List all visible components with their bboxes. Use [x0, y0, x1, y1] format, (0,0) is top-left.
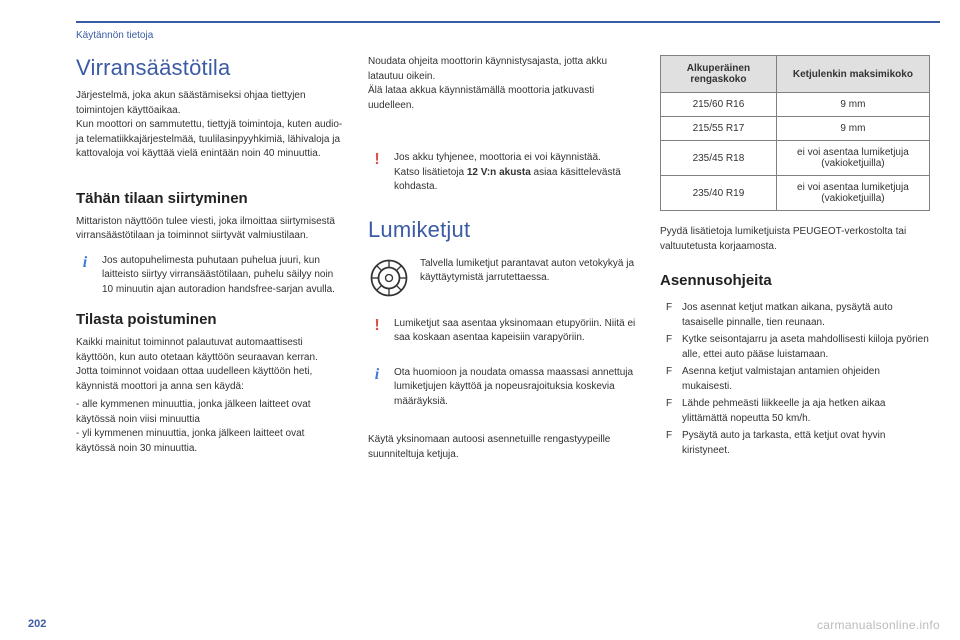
table-cell: ei voi asentaa lumiketjuja (vakioketjuil… — [776, 141, 929, 176]
warning-icon: ! — [368, 317, 386, 335]
column-2: Noudata ohjeita moottorin käynnistysajas… — [368, 55, 638, 620]
table-row: 215/55 R179 mm — [661, 117, 930, 141]
table-cell: ei voi asentaa lumiketjuja (vakioketjuil… — [776, 176, 929, 211]
body-use-designed-chains: Käytä yksinomaan autoosi asennetuille re… — [368, 433, 638, 462]
body-dealer-info: Pyydä lisätietoja lumiketjuista PEUGEOT-… — [660, 225, 930, 254]
body-power-saving-intro: Järjestelmä, joka akun säästämiseksi ohj… — [76, 89, 346, 162]
bullet-marker: F — [666, 429, 676, 458]
heading-exit-mode: Tilasta poistuminen — [76, 311, 346, 328]
warning-icon: ! — [368, 151, 386, 169]
snow-chain-row: Talvella lumiketjut parantavat auton vet… — [368, 257, 638, 299]
list-item: FJos asennat ketjut matkan aikana, pysäy… — [660, 301, 930, 330]
bullet-marker: F — [666, 333, 676, 362]
list-item: yli kymmenen minuuttia, jonka jälkeen la… — [76, 427, 346, 456]
callout-warn-battery-text: Jos akku tyhjenee, moottoria ei voi käyn… — [394, 151, 638, 195]
table-cell: 215/55 R17 — [661, 117, 777, 141]
exit-mode-list: alle kymmenen minuuttia, jonka jälkeen l… — [76, 398, 346, 456]
list-item: FAsenna ketjut valmistajan antamien ohje… — [660, 365, 930, 394]
snow-chain-icon — [368, 257, 410, 299]
heading-snow-chains: Lumiketjut — [368, 217, 638, 243]
info-icon: i — [76, 254, 94, 272]
table-cell: 9 mm — [776, 117, 929, 141]
table-header-chain: Ketjulenkin maksimikoko — [776, 56, 929, 93]
bullet-text: Pysäytä auto ja tarkasta, että ketjut ov… — [682, 429, 930, 458]
table-cell: 215/60 R16 — [661, 93, 777, 117]
table-row: 235/40 R19ei voi asentaa lumiketjuja (va… — [661, 176, 930, 211]
heading-power-saving: Virransäästötila — [76, 55, 346, 81]
bullet-text: Lähde pehmeästi liikkeelle ja aja hetken… — [682, 397, 930, 426]
install-bullet-list: FJos asennat ketjut matkan aikana, pysäy… — [660, 301, 930, 461]
callout-info-regulations-text: Ota huomioon ja noudata omassa maassasi … — [394, 366, 638, 410]
bullet-text: Kytke seisontajarru ja aseta mahdollises… — [682, 333, 930, 362]
callout-warn-front-wheels: ! Lumiketjut saa asentaa yksinomaan etup… — [368, 317, 638, 346]
table-row: 215/60 R169 mm — [661, 93, 930, 117]
page-content: Virransäästötila Järjestelmä, joka akun … — [76, 55, 930, 620]
page-number: 202 — [28, 618, 46, 630]
callout-info-phone-text: Jos autopuhelimesta puhutaan puhelua juu… — [102, 254, 346, 298]
bullet-marker: F — [666, 397, 676, 426]
callout-info-regulations: i Ota huomioon ja noudata omassa maassas… — [368, 366, 638, 410]
table-cell: 235/45 R18 — [661, 141, 777, 176]
table-row: 235/45 R18ei voi asentaa lumiketjuja (va… — [661, 141, 930, 176]
bullet-marker: F — [666, 301, 676, 330]
column-1: Virransäästötila Järjestelmä, joka akun … — [76, 55, 346, 620]
tyre-table: Alkuperäinen rengaskoko Ketjulenkin maks… — [660, 55, 930, 211]
list-item: FKytke seisontajarru ja aseta mahdollise… — [660, 333, 930, 362]
warn-battery-line1: Jos akku tyhjenee, moottoria ei voi käyn… — [394, 152, 601, 163]
list-item: FPysäytä auto ja tarkasta, että ketjut o… — [660, 429, 930, 458]
bullet-text: Asenna ketjut valmistajan antamien ohjei… — [682, 365, 930, 394]
callout-warn-battery: ! Jos akku tyhjenee, moottoria ei voi kä… — [368, 151, 638, 195]
bullet-marker: F — [666, 365, 676, 394]
bullet-text: Jos asennat ketjut matkan aikana, pysäyt… — [682, 301, 930, 330]
callout-info-phone: i Jos autopuhelimesta puhutaan puhelua j… — [76, 254, 346, 298]
table-cell: 235/40 R19 — [661, 176, 777, 211]
info-icon: i — [368, 366, 386, 384]
warn-battery-line2-bold: 12 V:n akusta — [467, 167, 531, 178]
table-header-size: Alkuperäinen rengaskoko — [661, 56, 777, 93]
warn-battery-line2-pre: Katso lisätietoja — [394, 167, 467, 178]
body-enter-mode: Mittariston näyttöön tulee viesti, joka … — [76, 215, 346, 244]
watermark: carmanualsonline.info — [817, 618, 940, 632]
top-rule — [76, 21, 940, 23]
list-item: FLähde pehmeästi liikkeelle ja aja hetke… — [660, 397, 930, 426]
list-item: alle kymmenen minuuttia, jonka jälkeen l… — [76, 398, 346, 427]
heading-enter-mode: Tähän tilaan siirtyminen — [76, 190, 346, 207]
snow-chain-intro: Talvella lumiketjut parantavat auton vet… — [420, 257, 638, 286]
body-exit-mode: Kaikki mainitut toiminnot palautuvat aut… — [76, 336, 346, 394]
callout-warn-front-wheels-text: Lumiketjut saa asentaa yksinomaan etupyö… — [394, 317, 638, 346]
body-engine-advice: Noudata ohjeita moottorin käynnistysajas… — [368, 55, 638, 113]
table-cell: 9 mm — [776, 93, 929, 117]
heading-install-instructions: Asennusohjeita — [660, 272, 930, 289]
column-3: Alkuperäinen rengaskoko Ketjulenkin maks… — [660, 55, 930, 620]
breadcrumb: Käytännön tietoja — [76, 30, 153, 41]
